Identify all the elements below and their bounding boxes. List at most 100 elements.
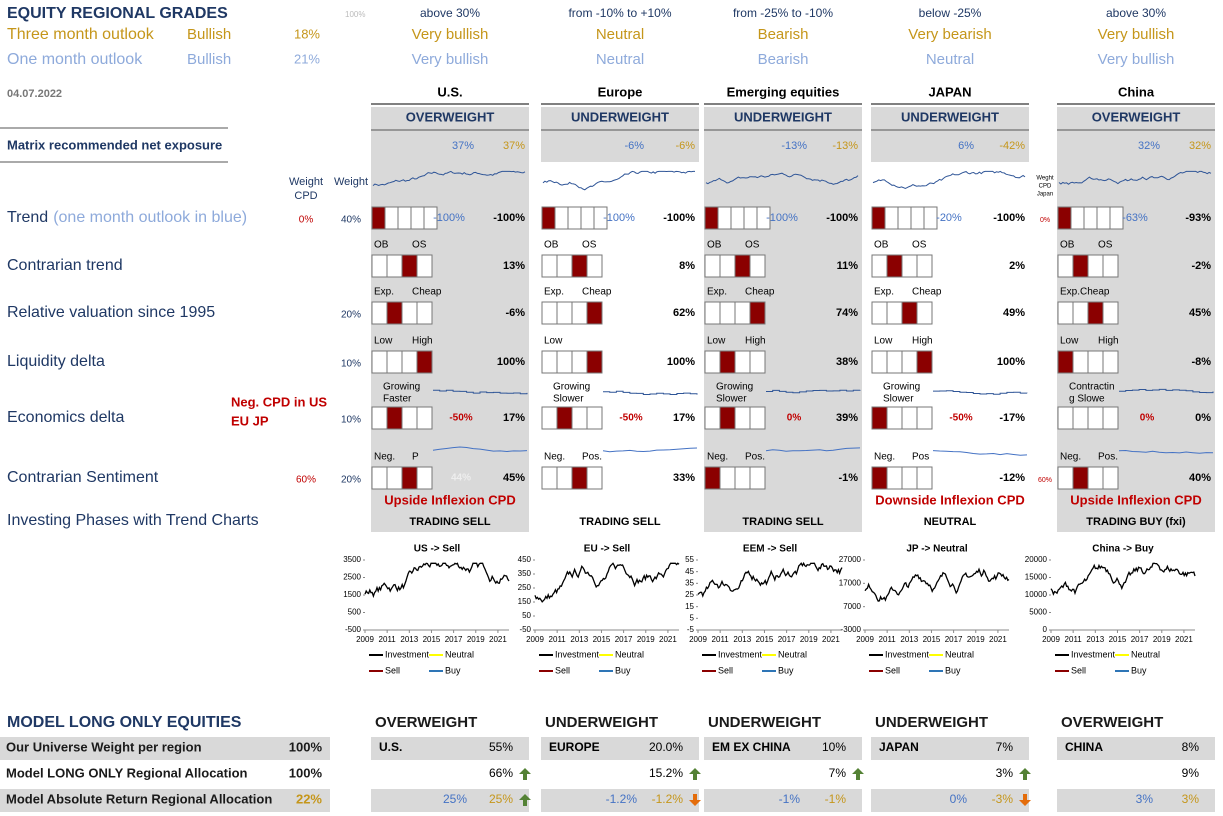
indicator-box [897, 206, 912, 230]
indicator-box [1057, 466, 1074, 490]
ar-blue: 0% [950, 792, 968, 806]
phase: TRADING SELL [579, 516, 661, 528]
exposure-gold: -6% [675, 140, 695, 152]
indicator-box [571, 301, 588, 325]
legend-label: Buy [778, 665, 794, 675]
row-band [541, 737, 699, 760]
box-label: Slower [553, 394, 584, 405]
indicator-box [749, 301, 766, 325]
indicator-box [734, 254, 751, 278]
row-value: 2% [1009, 260, 1025, 272]
mini-line [765, 447, 861, 452]
cpd-heading: Japan [1037, 192, 1053, 198]
row-value: -100% [663, 212, 695, 224]
indicator-box [386, 301, 403, 325]
x-tick-label: 2011 [379, 635, 397, 644]
indicator-box [901, 301, 918, 325]
legend-label: Buy [945, 665, 961, 675]
box-label: High [912, 336, 933, 347]
row-value: -8% [1191, 356, 1211, 368]
box-label: Slower [716, 394, 747, 405]
cpd-value: 60% [1038, 477, 1052, 484]
row-label: Trend (one month outlook in blue) [7, 209, 247, 226]
model-stance: UNDERWEIGHT [708, 714, 821, 731]
x-tick-label: 2017 [1131, 635, 1149, 644]
y-tick-label: 3500 [343, 555, 361, 564]
y-tick-label: 27000 [839, 555, 862, 564]
region-name: U.S. [437, 84, 462, 99]
indicator-box [397, 206, 412, 230]
x-tick-label: 2009 [1042, 635, 1060, 644]
box-label: Pos. [1098, 452, 1118, 463]
indicator-box [371, 301, 388, 325]
y-tick-label: 5000 [1029, 608, 1047, 617]
indicator-box [1070, 206, 1085, 230]
trend-blue: -100% [603, 212, 635, 224]
model-stance: OVERWEIGHT [375, 714, 477, 731]
model-name: U.S. [379, 740, 402, 754]
indicator-box [1109, 206, 1124, 230]
model-stance: UNDERWEIGHT [545, 714, 658, 731]
phase: TRADING BUY (fxi) [1086, 516, 1186, 528]
price-line [534, 562, 680, 603]
box-label: Neg. [374, 452, 395, 463]
indicator-box [586, 350, 603, 374]
box-label: OB [544, 240, 559, 251]
box-label: Pos. [745, 452, 765, 463]
sparkline [542, 170, 695, 191]
box-label: g Slowe [1069, 394, 1105, 405]
cpd-heading: CPD [1039, 184, 1052, 190]
model-row-value: 100% [289, 739, 323, 754]
model-name: JAPAN [879, 740, 919, 754]
indicator-box [541, 254, 558, 278]
grade: Bearish [758, 51, 809, 68]
indicator-box [704, 301, 721, 325]
ar-blue: 25% [443, 792, 467, 806]
x-tick-label: 2013 [1086, 635, 1104, 644]
x-tick-label: 2019 [800, 635, 818, 644]
model-stance: OVERWEIGHT [1061, 714, 1163, 731]
box-label: OS [412, 240, 427, 251]
arrow-down [689, 794, 701, 806]
chart-title: China -> Buy [1092, 544, 1154, 555]
indicator-box [1102, 350, 1119, 374]
row-label: Contrarian Sentiment [7, 469, 159, 486]
indicator-box [384, 206, 399, 230]
row-label: Investing Phases with Trend Charts [7, 512, 259, 529]
indicator-box [386, 466, 403, 490]
exposure-blue: 6% [958, 140, 974, 152]
box-label: Pos. [582, 452, 602, 463]
indicator-box [901, 254, 918, 278]
indicator-box [704, 406, 721, 430]
indicator-box [756, 206, 771, 230]
x-tick-label: 2013 [900, 635, 918, 644]
indicator-box [704, 206, 719, 230]
box-label: Cheap [912, 287, 942, 298]
x-tick-label: 2009 [356, 635, 374, 644]
indicator-box [1083, 206, 1098, 230]
indicator-box [916, 254, 933, 278]
indicator-box [749, 254, 766, 278]
legend-label: Neutral [615, 649, 644, 659]
column-head: Weight [334, 176, 368, 188]
x-tick-label: 2013 [570, 635, 588, 644]
legend-label: Buy [615, 665, 631, 675]
x-tick-label: 2015 [1109, 635, 1127, 644]
outlook-grade: Bullish [187, 26, 231, 43]
y-tick-label: 1500 [343, 590, 361, 599]
row-band [871, 737, 1029, 760]
indicator-box [749, 466, 766, 490]
title: EQUITY REGIONAL GRADES [7, 5, 228, 22]
model-name: EM EX CHINA [712, 740, 791, 754]
exposure-blue: 32% [1138, 140, 1160, 152]
y-tick-label: 50 [522, 611, 531, 620]
mini-line [603, 390, 698, 395]
box-label: Growing [883, 382, 920, 393]
weight-value: 10% [341, 359, 361, 370]
box-label: Growing [553, 382, 590, 393]
region-name: Emerging equities [727, 84, 840, 99]
trend-blue: -100% [766, 212, 798, 224]
box-label: OB [1060, 240, 1075, 251]
indicator-box [719, 254, 736, 278]
inflexion: Upside Inflexion CPD [1070, 492, 1201, 507]
